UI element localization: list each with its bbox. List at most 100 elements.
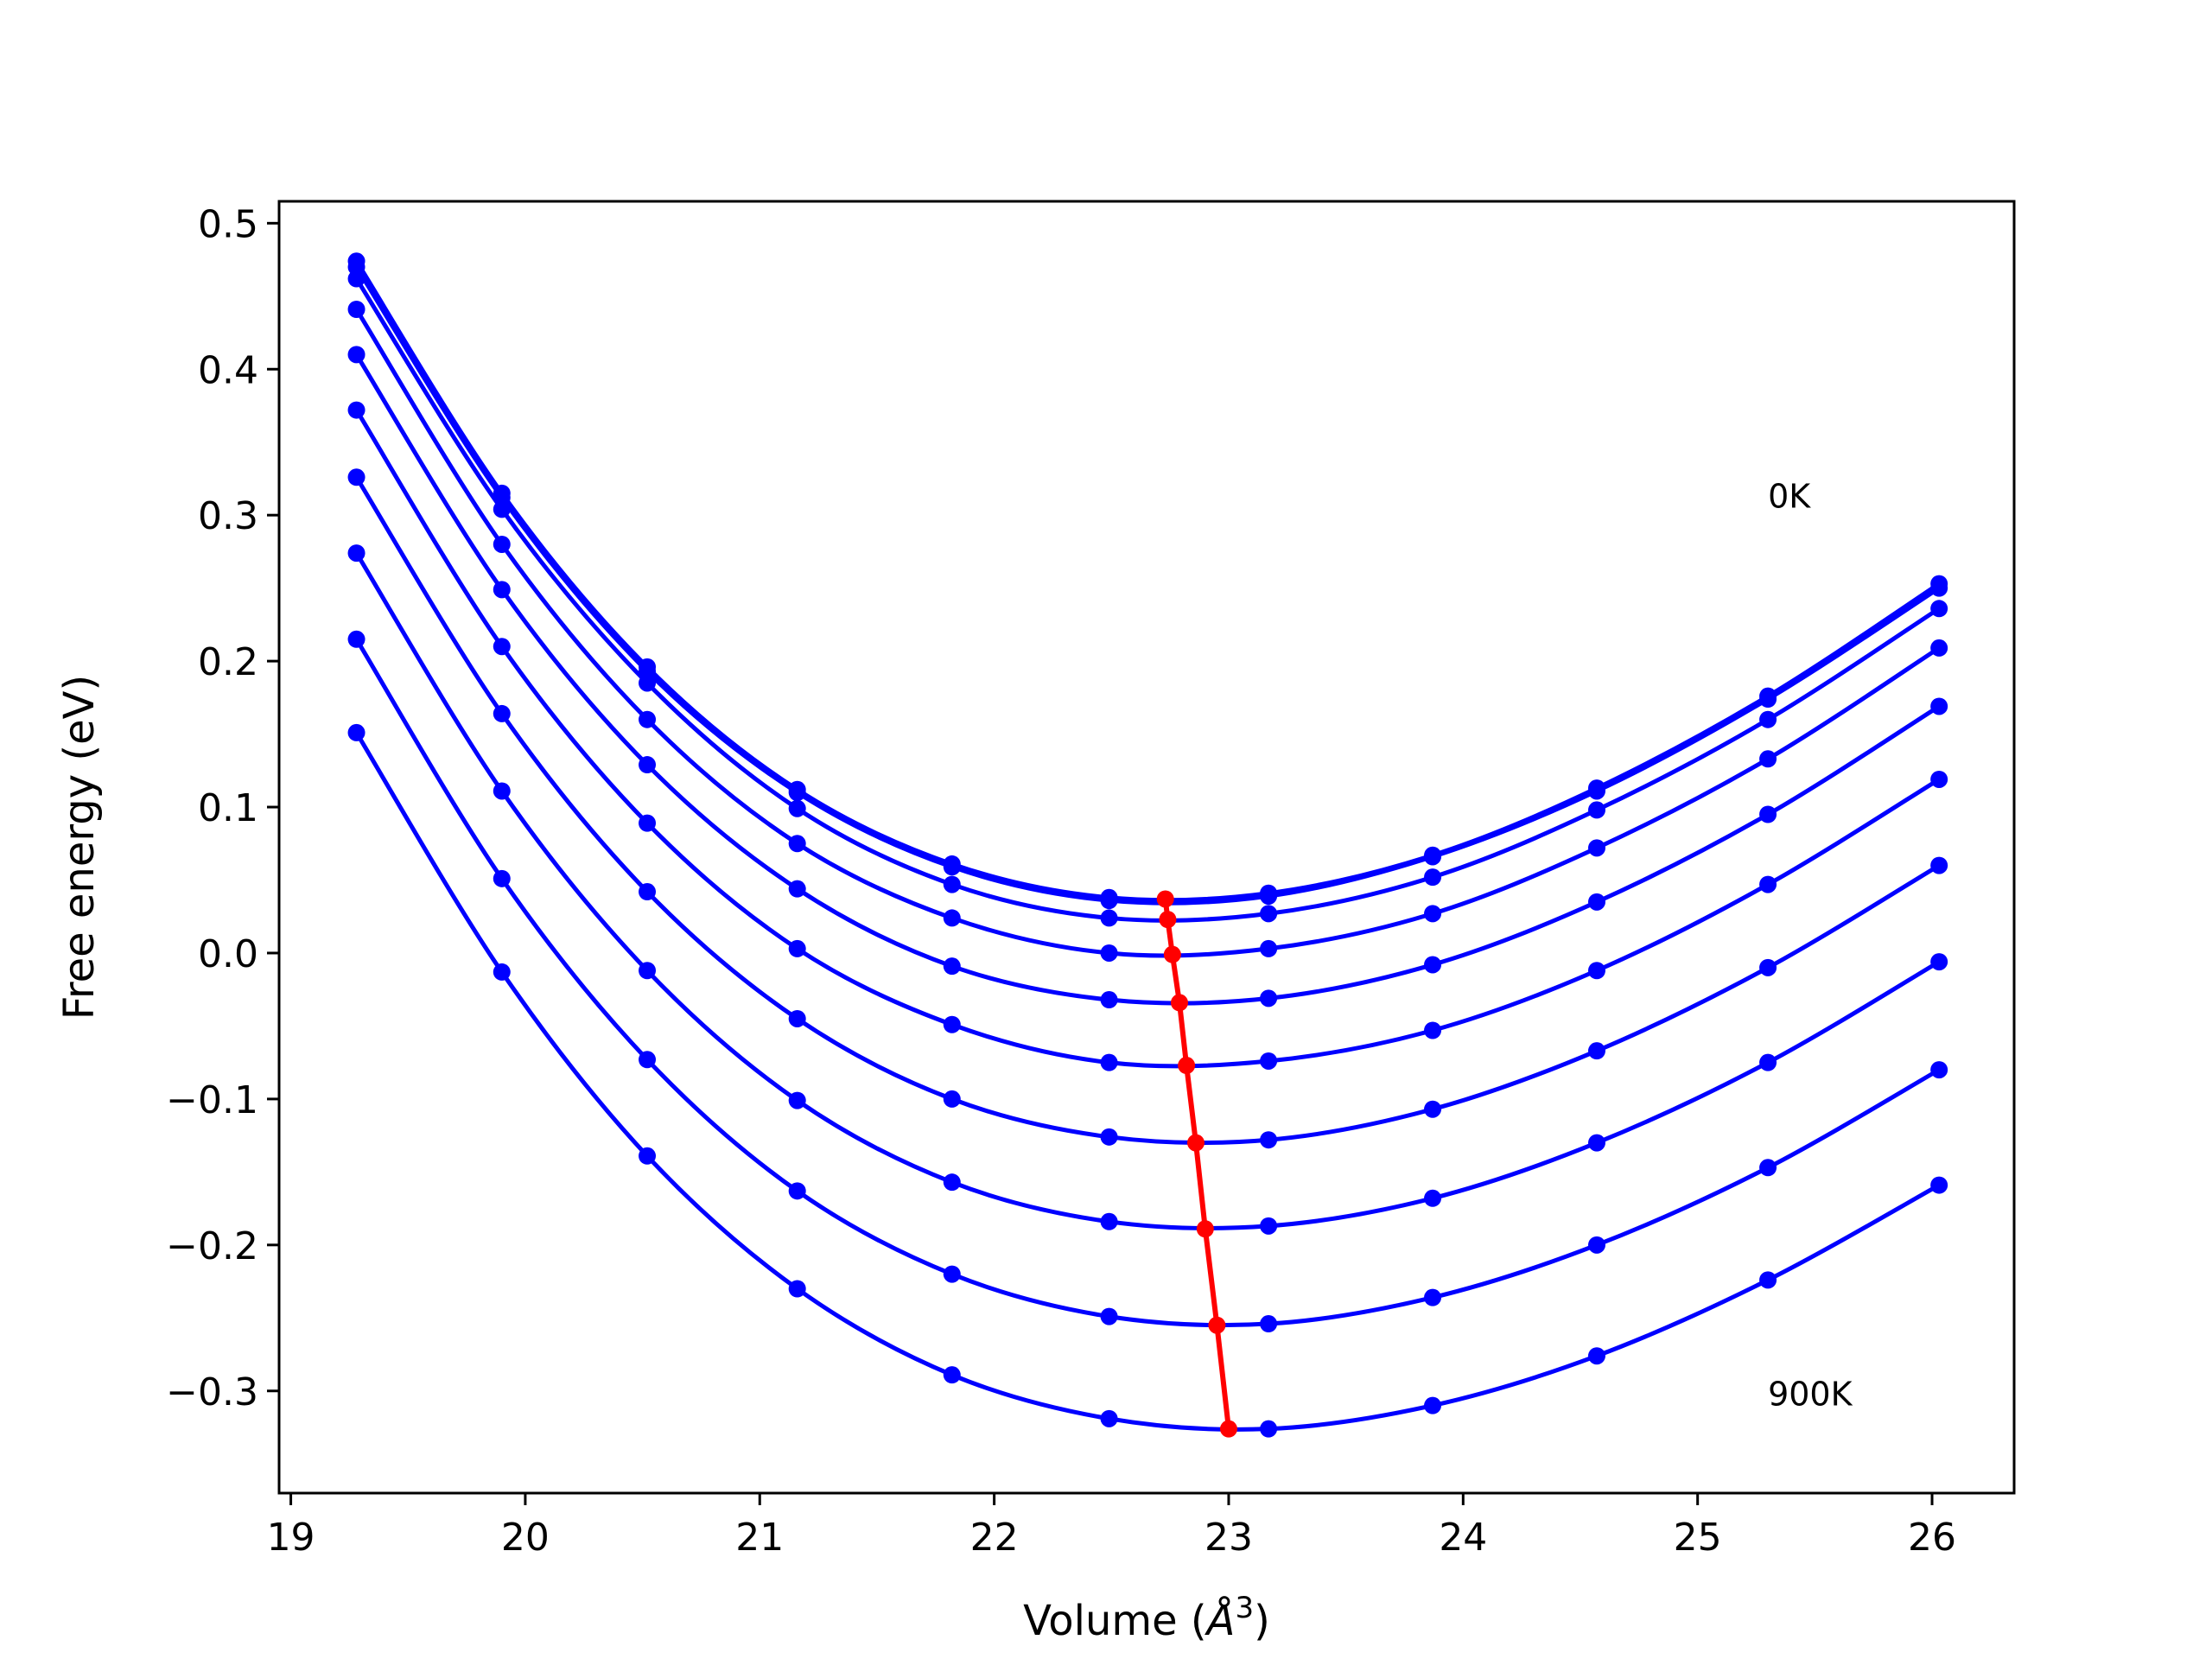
y-tick-label-6: 0.3	[198, 494, 258, 538]
data-point-7-9	[1759, 1053, 1777, 1071]
data-point-6-10	[1930, 856, 1948, 874]
data-point-5-2	[639, 814, 657, 832]
data-point-8-6	[1260, 1315, 1278, 1333]
data-point-7-7	[1424, 1189, 1442, 1207]
data-point-7-4	[943, 1173, 961, 1192]
x-tick-label-2: 21	[735, 1516, 784, 1560]
data-point-8-1	[493, 869, 511, 887]
minimum-point-8	[1219, 1420, 1237, 1438]
data-point-4-8	[1587, 893, 1605, 911]
data-point-9-5	[1100, 1409, 1118, 1427]
data-point-4-4	[943, 957, 961, 976]
data-point-6-7	[1424, 1100, 1442, 1118]
data-point-1-9	[1759, 690, 1777, 709]
data-point-4-2	[639, 756, 657, 774]
data-point-9-6	[1260, 1420, 1278, 1438]
minimum-point-2	[1163, 945, 1181, 963]
x-tick-label-1: 20	[501, 1516, 550, 1560]
data-point-4-6	[1260, 989, 1278, 1007]
data-point-7-5	[1100, 1212, 1118, 1230]
x-tick-label-3: 22	[970, 1516, 1019, 1560]
data-point-3-3	[788, 835, 806, 853]
x-tick-label-6: 25	[1674, 1516, 1722, 1560]
data-point-6-0	[347, 468, 365, 486]
data-point-8-9	[1759, 1159, 1777, 1177]
data-point-5-4	[943, 1015, 961, 1033]
series-curves	[347, 252, 1948, 1438]
data-point-3-4	[943, 909, 961, 927]
data-point-5-6	[1260, 1052, 1278, 1070]
data-point-6-9	[1759, 958, 1777, 976]
series-line-6	[354, 475, 1941, 1146]
series-line-1	[354, 265, 1941, 906]
data-point-2-4	[943, 875, 961, 893]
data-point-7-3	[788, 1091, 806, 1109]
series-line-4	[354, 353, 1941, 1006]
data-point-1-5	[1100, 892, 1118, 910]
x-tick-label-7: 26	[1908, 1516, 1956, 1560]
data-point-6-6	[1260, 1131, 1278, 1149]
data-point-9-2	[639, 1147, 657, 1165]
data-point-5-10	[1930, 770, 1948, 788]
data-point-7-8	[1587, 1134, 1605, 1152]
data-point-9-0	[347, 723, 365, 741]
axis-ticks: 19 20 21 22 23 24 25 26 −0.3 −0.2 −0.1 0.0 0.1 0.2 0.3…	[166, 202, 1956, 1560]
data-point-6-3	[788, 1009, 806, 1027]
y-tick-label-2: −0.1	[166, 1078, 258, 1122]
series-line-5	[354, 409, 1941, 1069]
data-point-1-7	[1424, 848, 1442, 866]
minima-line	[1162, 899, 1231, 1430]
series-line-7	[354, 551, 1941, 1230]
data-point-5-7	[1424, 1021, 1442, 1039]
data-point-5-0	[347, 401, 365, 419]
data-point-7-10	[1930, 953, 1948, 971]
y-axis-label: Free energy (eV)	[55, 675, 104, 1020]
data-point-7-1	[493, 782, 511, 800]
data-point-2-0	[347, 270, 365, 288]
y-tick-label-0: −0.3	[166, 1370, 258, 1414]
data-point-1-3	[788, 784, 806, 802]
data-point-4-9	[1759, 805, 1777, 823]
x-tick-label-5: 24	[1439, 1516, 1487, 1560]
data-point-3-8	[1587, 839, 1605, 857]
data-point-6-4	[943, 1090, 961, 1108]
data-point-6-1	[493, 704, 511, 722]
data-point-9-4	[943, 1366, 961, 1384]
data-point-9-9	[1759, 1271, 1777, 1289]
data-point-3-6	[1260, 939, 1278, 957]
data-point-4-7	[1424, 956, 1442, 974]
data-point-6-8	[1587, 1042, 1605, 1060]
data-point-3-2	[639, 710, 657, 728]
data-point-9-3	[788, 1280, 806, 1298]
data-point-9-10	[1930, 1176, 1948, 1194]
data-point-2-6	[1260, 905, 1278, 923]
data-point-7-0	[347, 544, 365, 563]
data-point-3-10	[1930, 639, 1948, 657]
y-tick-label-1: −0.2	[166, 1224, 258, 1268]
data-point-2-2	[639, 674, 657, 692]
data-point-3-5	[1100, 944, 1118, 962]
y-tick-label-5: 0.2	[198, 640, 258, 684]
data-point-8-5	[1100, 1307, 1118, 1325]
x-tick-label-0: 19	[267, 1516, 315, 1560]
data-point-2-9	[1759, 710, 1777, 728]
data-point-4-3	[788, 880, 806, 898]
data-point-5-3	[788, 939, 806, 957]
minimum-point-6	[1196, 1220, 1214, 1238]
data-point-2-8	[1587, 801, 1605, 819]
data-point-6-5	[1100, 1128, 1118, 1146]
series-line-2	[354, 277, 1941, 923]
data-point-4-1	[493, 581, 511, 599]
data-point-8-4	[943, 1265, 961, 1283]
series-line-9	[354, 731, 1941, 1432]
minimum-point-4	[1178, 1057, 1196, 1075]
data-point-3-9	[1759, 750, 1777, 768]
data-point-7-2	[639, 962, 657, 980]
plot-area-frame	[277, 200, 2016, 1495]
series-line-8	[354, 638, 1941, 1328]
x-axis-label: Volume (Å3)	[1023, 1591, 1270, 1645]
series-line-0	[354, 259, 1941, 903]
x-tick-label-4: 23	[1205, 1516, 1253, 1560]
data-point-6-2	[639, 883, 657, 901]
